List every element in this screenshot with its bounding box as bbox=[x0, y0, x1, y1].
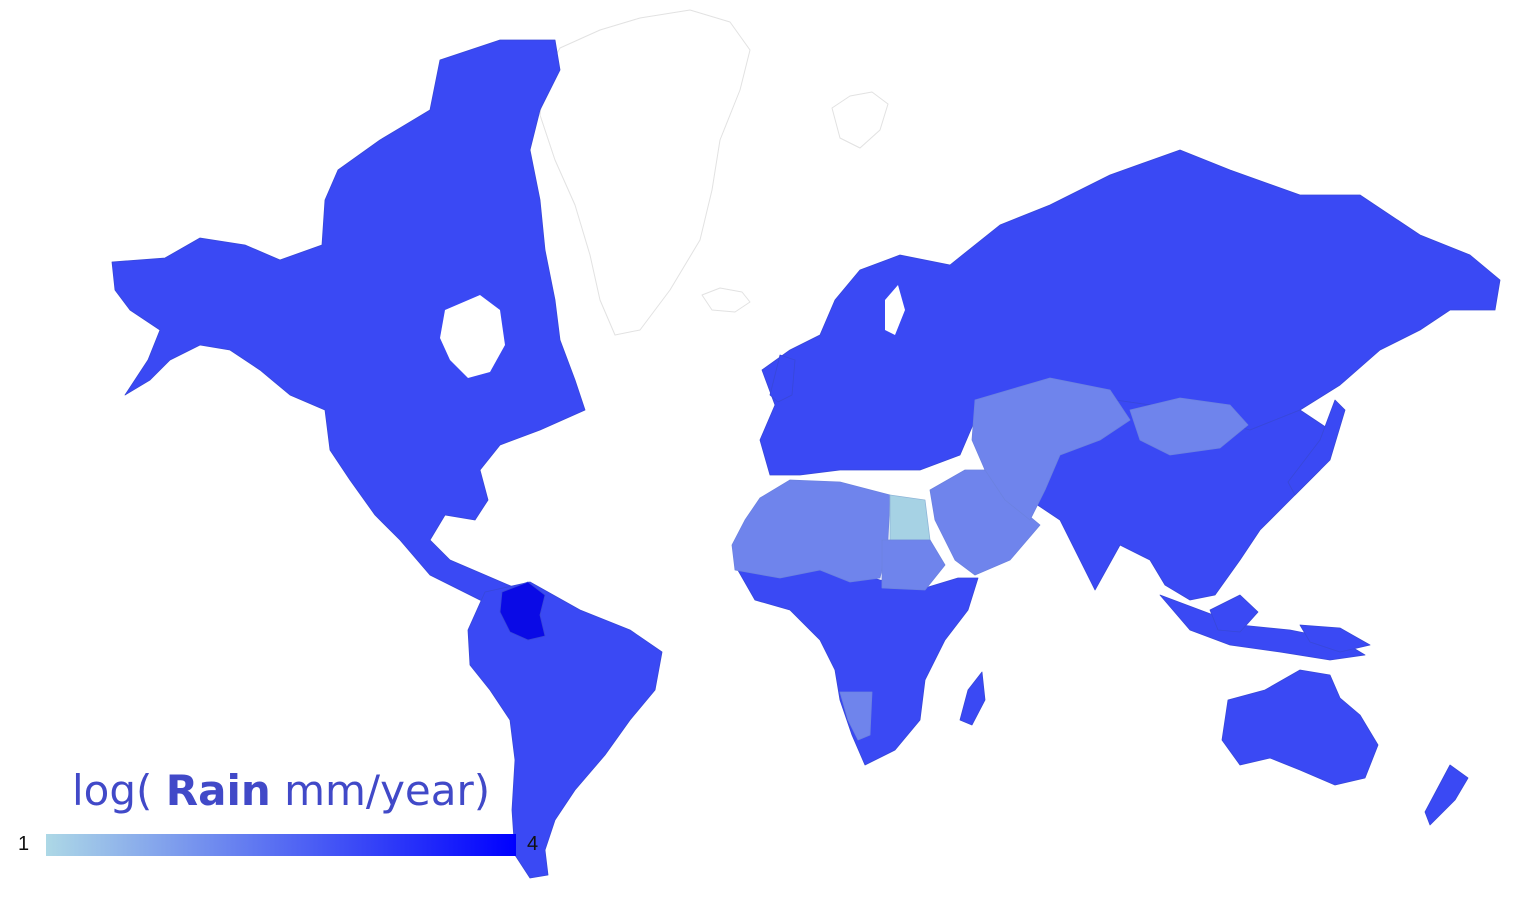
new-zealand[interactable] bbox=[1424, 764, 1469, 826]
australia[interactable] bbox=[1221, 669, 1379, 786]
central-asia[interactable] bbox=[971, 377, 1131, 521]
svalbard[interactable] bbox=[831, 91, 889, 149]
arabia[interactable] bbox=[929, 469, 1041, 576]
colombia[interactable] bbox=[499, 581, 546, 641]
baltic-sea bbox=[885, 285, 905, 335]
namibia[interactable] bbox=[839, 691, 873, 741]
united-kingdom[interactable] bbox=[769, 354, 796, 403]
mongolia[interactable] bbox=[1129, 397, 1249, 456]
legend-title-bold: Rain bbox=[165, 766, 271, 815]
legend-max-label: 4 bbox=[527, 833, 539, 855]
south-america[interactable] bbox=[467, 581, 663, 879]
sudan[interactable] bbox=[881, 539, 946, 591]
egypt[interactable] bbox=[889, 494, 931, 541]
europe-russia[interactable] bbox=[759, 149, 1501, 476]
borneo[interactable] bbox=[1209, 594, 1259, 633]
legend-title: log( Rain mm/year) bbox=[72, 766, 491, 815]
japan[interactable] bbox=[1287, 399, 1346, 496]
legend-color-bar bbox=[46, 834, 516, 856]
legend-min-label: 1 bbox=[18, 833, 30, 855]
north-america[interactable] bbox=[111, 39, 586, 616]
iceland[interactable] bbox=[701, 287, 751, 313]
hudson-bay bbox=[440, 295, 505, 378]
new-guinea[interactable] bbox=[1299, 624, 1371, 653]
greenland[interactable] bbox=[539, 9, 751, 336]
madagascar[interactable] bbox=[959, 671, 986, 726]
north-africa[interactable] bbox=[731, 479, 891, 583]
